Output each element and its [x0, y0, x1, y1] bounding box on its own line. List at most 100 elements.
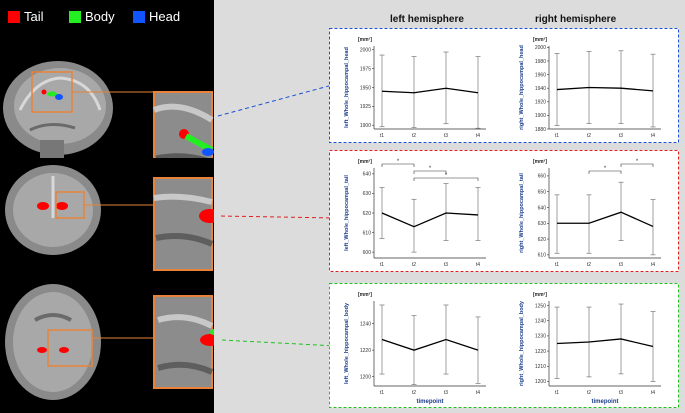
significance-star: * — [445, 173, 448, 179]
x-tick-label: t1 — [380, 262, 384, 268]
y-tick-label: 1200 — [360, 375, 371, 381]
y-tick-label: 660 — [538, 174, 547, 180]
y-tick-label: 630 — [363, 191, 372, 197]
x-tick-label: t1 — [555, 262, 559, 268]
significance-bracket — [381, 163, 415, 167]
significance-star: * — [604, 166, 607, 172]
legend-body-label: Body — [85, 9, 115, 24]
unit-label: [mm³] — [533, 37, 547, 43]
left-hemisphere-title: left hemisphere — [390, 14, 464, 25]
body-swatch — [69, 11, 81, 23]
y-axis-label: left_Whole_hippocampal_body — [344, 302, 350, 384]
y-axis-label: right_Whole_hippocampal_body — [519, 300, 525, 386]
x-tick-label: t1 — [380, 390, 384, 396]
axial-mri-image — [5, 284, 214, 400]
y-tick-label: 1940 — [535, 86, 546, 92]
significance-star: * — [397, 159, 400, 165]
y-tick-label: 1230 — [535, 334, 546, 340]
x-tick-label: t2 — [587, 133, 591, 139]
y-tick-label: 1880 — [535, 127, 546, 133]
y-tick-label: 600 — [363, 250, 372, 256]
x-tick-label: t4 — [651, 133, 655, 139]
chart-tail-right: [mm³] right_Whole_hippocampal_tail 610 620 6… — [519, 159, 661, 268]
x-tick-label: t2 — [412, 390, 416, 396]
y-tick-label: 620 — [538, 237, 547, 243]
x-tick-label: t1 — [555, 390, 559, 396]
unit-label: [mm³] — [358, 37, 372, 43]
sagittal-mri-image — [3, 61, 214, 158]
x-tick-label: t2 — [587, 390, 591, 396]
legend-tail-label: Tail — [24, 9, 44, 24]
chart-tail-left: [mm³] left_Whole_hippocampal_tail 600 610 62… — [344, 159, 486, 268]
series-line — [556, 86, 654, 92]
y-axis-label: left_Whole_hippocampal_head — [344, 47, 350, 128]
x-axis-label: timepoint — [417, 399, 444, 405]
x-tick-label: t1 — [380, 133, 384, 139]
y-tick-label: 610 — [363, 230, 372, 236]
x-tick-label: t4 — [651, 390, 655, 396]
y-tick-label: 1960 — [535, 72, 546, 78]
y-tick-label: 1975 — [360, 66, 371, 72]
x-tick-label: t3 — [444, 262, 448, 268]
x-tick-label: t3 — [444, 133, 448, 139]
significance-bracket — [588, 170, 622, 174]
mri-panel: Tail Body Head — [0, 0, 214, 413]
significance-bracket — [413, 170, 447, 174]
y-tick-label: 1220 — [360, 348, 371, 354]
series-line — [557, 211, 654, 228]
y-tick-label: 1920 — [535, 100, 546, 106]
chart-box-border — [329, 150, 679, 272]
body-charts-box: [mm³] left_Whole_hippocampal_body 1200 1220… — [329, 283, 679, 408]
y-axis-label: left_Whole_hippocampal_tail — [344, 175, 350, 251]
unit-label: [mm³] — [533, 159, 547, 165]
x-tick-label: t3 — [619, 262, 623, 268]
series-line — [381, 212, 479, 228]
right-hemisphere-title: right hemisphere — [535, 14, 617, 25]
y-axis-label: right_Whole_hippocampal_head — [519, 45, 525, 130]
coronal-mri-image — [5, 165, 214, 271]
tail-swatch — [8, 11, 20, 23]
y-axis-label: right_Whole_hippocampal_tail — [519, 173, 525, 253]
y-tick-label: 640 — [363, 172, 372, 178]
y-tick-label: 2000 — [535, 45, 546, 51]
significance-star: * — [636, 159, 639, 165]
tail-charts-box: [mm³] left_Whole_hippocampal_tail 600 610 62… — [329, 150, 679, 272]
y-tick-label: 1250 — [535, 303, 546, 309]
chart-body-right: [mm³] right_Whole_hippocampal_body 1200 121… — [519, 292, 661, 405]
y-tick-label: 1220 — [535, 349, 546, 355]
legend-head-label: Head — [149, 9, 181, 24]
y-tick-label: 1200 — [535, 379, 546, 385]
y-tick-label: 650 — [538, 189, 547, 195]
x-tick-label: t3 — [444, 390, 448, 396]
x-tick-label: t3 — [619, 133, 623, 139]
x-tick-label: t2 — [412, 133, 416, 139]
chart-body-left: [mm³] left_Whole_hippocampal_body 1200 1220… — [344, 292, 486, 405]
unit-label: [mm³] — [358, 159, 372, 165]
chart-head-left: [mm³] left_Whole_hippocampal_head 1900 1925… — [344, 37, 486, 139]
x-tick-label: t4 — [476, 262, 480, 268]
significance-bracket — [413, 177, 479, 181]
head-swatch — [133, 11, 145, 23]
unit-label: [mm³] — [358, 292, 372, 298]
series-line — [556, 338, 654, 348]
x-tick-label: t2 — [587, 262, 591, 268]
x-tick-label: t4 — [476, 133, 480, 139]
y-tick-label: 1925 — [360, 104, 371, 110]
y-tick-label: 1980 — [535, 59, 546, 65]
x-tick-label: t1 — [555, 133, 559, 139]
series-line — [381, 87, 479, 94]
y-tick-label: 620 — [363, 211, 372, 217]
series-line — [381, 338, 479, 351]
y-tick-label: 1210 — [535, 364, 546, 370]
x-tick-label: t4 — [476, 390, 480, 396]
chart-head-right: [mm³] right_Whole_hippocampal_head 1880 190… — [519, 37, 661, 139]
significance-star: * — [429, 166, 432, 172]
unit-label: [mm³] — [533, 292, 547, 298]
y-tick-label: 610 — [538, 253, 547, 259]
head-charts-box: [mm³] left_Whole_hippocampal_head 1900 1925… — [329, 28, 679, 143]
x-tick-label: t2 — [412, 262, 416, 268]
x-tick-label: t4 — [651, 262, 655, 268]
y-tick-label: 630 — [538, 221, 547, 227]
y-tick-label: 1900 — [535, 113, 546, 119]
